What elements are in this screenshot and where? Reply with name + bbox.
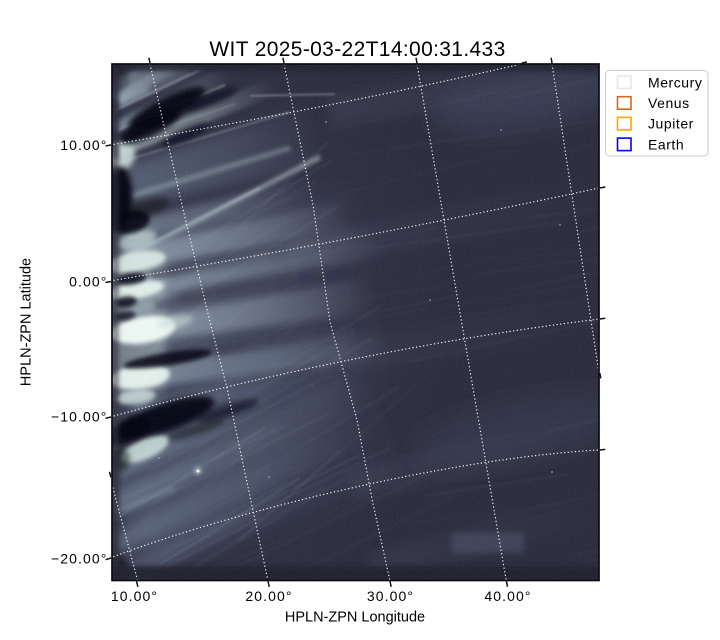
svg-text:−20.00°: −20.00° xyxy=(51,551,108,567)
svg-text:10.00°: 10.00° xyxy=(60,137,107,153)
svg-text:20.00°: 20.00° xyxy=(245,588,292,604)
svg-text:Mercury: Mercury xyxy=(648,74,702,90)
svg-text:Jupiter: Jupiter xyxy=(648,116,694,132)
svg-text:HPLN-ZPN Longitude: HPLN-ZPN Longitude xyxy=(285,610,425,626)
svg-text:HPLN-ZPN Latitude: HPLN-ZPN Latitude xyxy=(19,258,35,386)
svg-text:40.00°: 40.00° xyxy=(484,588,531,604)
svg-text:Venus: Venus xyxy=(648,95,690,111)
svg-text:10.00°: 10.00° xyxy=(111,588,158,604)
svg-text:Earth: Earth xyxy=(648,136,684,152)
svg-text:30.00°: 30.00° xyxy=(367,588,414,604)
svg-text:−10.00°: −10.00° xyxy=(51,409,108,425)
svg-text:WIT 2025-03-22T14:00:31.433: WIT 2025-03-22T14:00:31.433 xyxy=(209,38,505,61)
svg-text:0.00°: 0.00° xyxy=(69,274,107,290)
